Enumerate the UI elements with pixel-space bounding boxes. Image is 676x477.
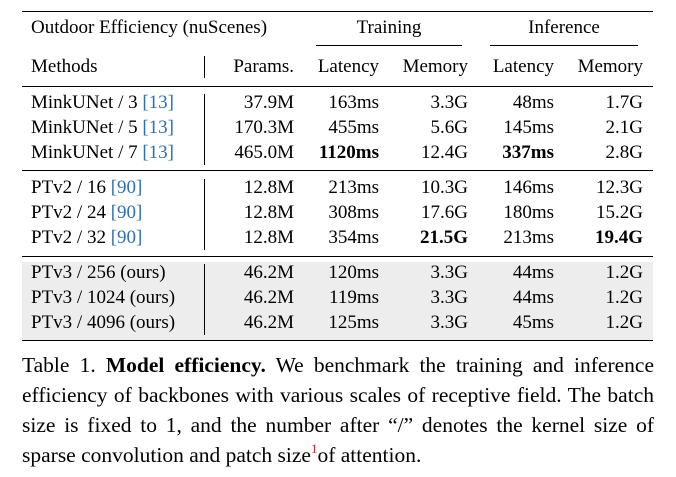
- method-label: PTv3 / 1024 (ours): [31, 287, 176, 308]
- citation-link[interactable]: [90]: [110, 177, 143, 198]
- method-name: MinkUNet / 5 [13]: [31, 117, 174, 139]
- method-label: MinkUNet / 3: [31, 92, 138, 113]
- infer-memory-value: 2.8G: [605, 142, 643, 163]
- train-latency-value: 308ms: [328, 202, 379, 223]
- train-latency-value: 119ms: [329, 287, 379, 308]
- infer-memory-value: 1.2G: [605, 287, 643, 308]
- infer-memory-value: 15.2G: [596, 202, 643, 223]
- infer-latency-value: 45ms: [512, 312, 554, 333]
- infer-memory-value: 1.7G: [605, 92, 643, 113]
- ptv3-highlight-band: [22, 262, 653, 340]
- col-infer-memory: Memory: [577, 56, 643, 77]
- method-separator: [204, 94, 205, 165]
- train-latency-value: 125ms: [328, 312, 379, 333]
- group1-rule: [22, 170, 653, 171]
- method-name: PTv2 / 24 [90]: [31, 202, 142, 224]
- method-name: PTv2 / 16 [90]: [31, 177, 142, 199]
- params-value: 465.0M: [234, 142, 294, 163]
- citation-link[interactable]: [90]: [110, 202, 143, 223]
- params-value: 170.3M: [234, 117, 294, 138]
- train-latency-value: 354ms: [328, 227, 379, 248]
- infer-latency-value: 213ms: [503, 227, 554, 248]
- train-memory-value: 3.3G: [430, 92, 468, 113]
- method-name: PTv2 / 32 [90]: [31, 227, 142, 249]
- method-label: PTv3 / 4096 (ours): [31, 312, 176, 333]
- table-title: Outdoor Efficiency (nuScenes): [31, 17, 268, 38]
- caption-text-end: of attention.: [317, 443, 422, 467]
- group2-rule: [22, 256, 653, 257]
- col-train-memory: Memory: [402, 56, 468, 77]
- inference-underline: [490, 45, 638, 46]
- caption-label: Table 1.: [22, 353, 96, 377]
- train-latency-value: 1120ms: [318, 142, 379, 163]
- infer-latency-value: 146ms: [503, 177, 554, 198]
- params-value: 46.2M: [243, 312, 294, 333]
- params-value: 46.2M: [243, 287, 294, 308]
- train-latency-value: 163ms: [328, 92, 379, 113]
- col-params: Params.: [233, 56, 294, 77]
- train-memory-value: 10.3G: [421, 177, 468, 198]
- method-label: MinkUNet / 5: [31, 117, 138, 138]
- method-name: PTv3 / 256 (ours): [31, 262, 166, 284]
- method-label: MinkUNet / 7: [31, 142, 138, 163]
- group-training: Training: [356, 17, 422, 38]
- method-label: PTv2 / 24: [31, 202, 106, 223]
- train-memory-value: 5.6G: [430, 117, 468, 138]
- training-underline: [316, 45, 462, 46]
- train-memory-value: 3.3G: [430, 262, 468, 283]
- infer-latency-value: 337ms: [502, 142, 554, 163]
- train-memory-value: 12.4G: [421, 142, 468, 163]
- header-rule: [22, 86, 653, 87]
- params-value: 46.2M: [243, 262, 294, 283]
- method-label: PTv2 / 32: [31, 227, 106, 248]
- col-train-latency: Latency: [317, 56, 379, 77]
- train-latency-value: 455ms: [328, 117, 379, 138]
- train-memory-value: 3.3G: [430, 287, 468, 308]
- method-separator: [204, 179, 205, 250]
- params-value: 37.9M: [243, 92, 294, 113]
- method-name: PTv3 / 1024 (ours): [31, 287, 175, 309]
- infer-latency-value: 180ms: [503, 202, 554, 223]
- infer-latency-value: 145ms: [503, 117, 554, 138]
- method-label: PTv2 / 16: [31, 177, 106, 198]
- citation-link[interactable]: [13]: [142, 92, 175, 113]
- infer-memory-value: 12.3G: [596, 177, 643, 198]
- citation-link[interactable]: [13]: [142, 117, 175, 138]
- train-memory-value: 21.5G: [419, 227, 468, 248]
- params-value: 12.8M: [243, 202, 294, 223]
- table-caption: Table 1. Model efficiency. We benchmark …: [22, 350, 654, 470]
- params-value: 12.8M: [243, 177, 294, 198]
- infer-memory-value: 1.2G: [605, 312, 643, 333]
- infer-latency-value: 44ms: [512, 262, 554, 283]
- infer-latency-value: 44ms: [512, 287, 554, 308]
- method-separator: [204, 264, 205, 335]
- infer-memory-value: 2.1G: [605, 117, 643, 138]
- method-name: MinkUNet / 3 [13]: [31, 92, 174, 114]
- citation-link[interactable]: [13]: [142, 142, 175, 163]
- train-latency-value: 120ms: [328, 262, 379, 283]
- citation-link[interactable]: [90]: [110, 227, 143, 248]
- infer-memory-value: 19.4G: [594, 227, 643, 248]
- infer-memory-value: 1.2G: [605, 262, 643, 283]
- method-name: MinkUNet / 7 [13]: [31, 142, 174, 164]
- train-memory-value: 3.3G: [430, 312, 468, 333]
- group-inference: Inference: [528, 17, 600, 38]
- caption-title: Model efficiency.: [105, 353, 266, 377]
- method-label: PTv3 / 256 (ours): [31, 262, 166, 283]
- infer-latency-value: 48ms: [512, 92, 554, 113]
- method-name: PTv3 / 4096 (ours): [31, 312, 175, 334]
- table-top-rule: [22, 11, 653, 12]
- caption-text: We benchmark the training and inference …: [22, 353, 654, 467]
- header-separator: [204, 56, 205, 78]
- params-value: 12.8M: [243, 227, 294, 248]
- col-infer-latency: Latency: [492, 56, 554, 77]
- footnote-mark[interactable]: 1: [310, 441, 318, 456]
- table-bottom-rule: [22, 340, 653, 341]
- train-latency-value: 213ms: [328, 177, 379, 198]
- train-memory-value: 17.6G: [421, 202, 468, 223]
- col-methods: Methods: [31, 56, 98, 77]
